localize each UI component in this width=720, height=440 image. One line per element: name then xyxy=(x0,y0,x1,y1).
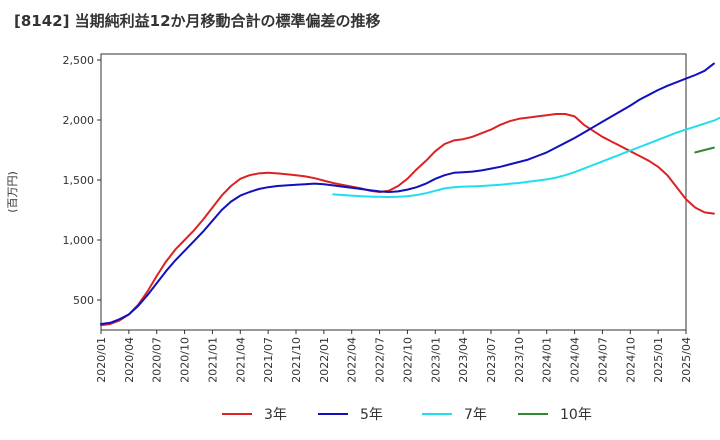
x-tick-label: 2023/01 xyxy=(429,337,442,383)
x-tick-label: 2024/01 xyxy=(541,337,554,383)
y-tick-label: 2,000 xyxy=(63,114,95,127)
y-tick-label: 2,500 xyxy=(63,54,95,67)
x-tick-label: 2022/07 xyxy=(374,337,387,383)
x-tick-label: 2024/10 xyxy=(624,337,637,383)
x-tick-label: 2020/07 xyxy=(151,337,164,383)
x-tick-label: 2021/01 xyxy=(206,337,219,383)
y-tick-label: 1,000 xyxy=(63,234,95,247)
x-tick-label: 2021/07 xyxy=(262,337,275,383)
y-tick-label: 500 xyxy=(73,294,94,307)
series-line-3年 xyxy=(100,113,715,327)
axes: 500 1,000 1,500 2,000 2,500 (百万円) 2020/01 2020/… xyxy=(6,53,693,383)
series-line-5年 xyxy=(100,62,715,325)
x-tick-label: 2020/04 xyxy=(123,337,136,383)
legend: 3年 5年 7年 10年 xyxy=(222,407,592,423)
x-tick-label: 2023/04 xyxy=(457,337,470,383)
y-tick-label: 1,500 xyxy=(63,174,95,187)
x-tick-label: 2021/10 xyxy=(290,337,303,383)
x-tick-label: 2024/04 xyxy=(569,337,582,383)
x-tick-label: 2023/10 xyxy=(513,337,526,383)
chart-title: [8142] 当期純利益12か月移動合計の標準偏差の推移 xyxy=(14,12,381,30)
x-tick-label: 2022/10 xyxy=(401,337,414,383)
series-line-10年 xyxy=(694,146,715,154)
y-axis-label: (百万円) xyxy=(6,171,19,213)
x-tick-label: 2021/04 xyxy=(234,337,247,383)
legend-label: 5年 xyxy=(360,407,383,423)
x-tick-label: 2020/10 xyxy=(179,337,192,383)
series-line-7年 xyxy=(332,116,720,198)
x-tick-label: 2025/04 xyxy=(680,337,693,383)
series-lines xyxy=(100,62,720,327)
legend-label: 3年 xyxy=(264,407,287,423)
x-tick-label: 2020/01 xyxy=(95,337,108,383)
x-tick-label: 2022/01 xyxy=(318,337,331,383)
x-tick-label: 2025/01 xyxy=(652,337,665,383)
x-tick-label: 2023/07 xyxy=(485,337,498,383)
legend-label: 10年 xyxy=(560,407,592,423)
x-tick-label: 2024/07 xyxy=(596,337,609,383)
legend-label: 7年 xyxy=(464,407,487,423)
x-tick-label: 2022/04 xyxy=(346,337,359,383)
